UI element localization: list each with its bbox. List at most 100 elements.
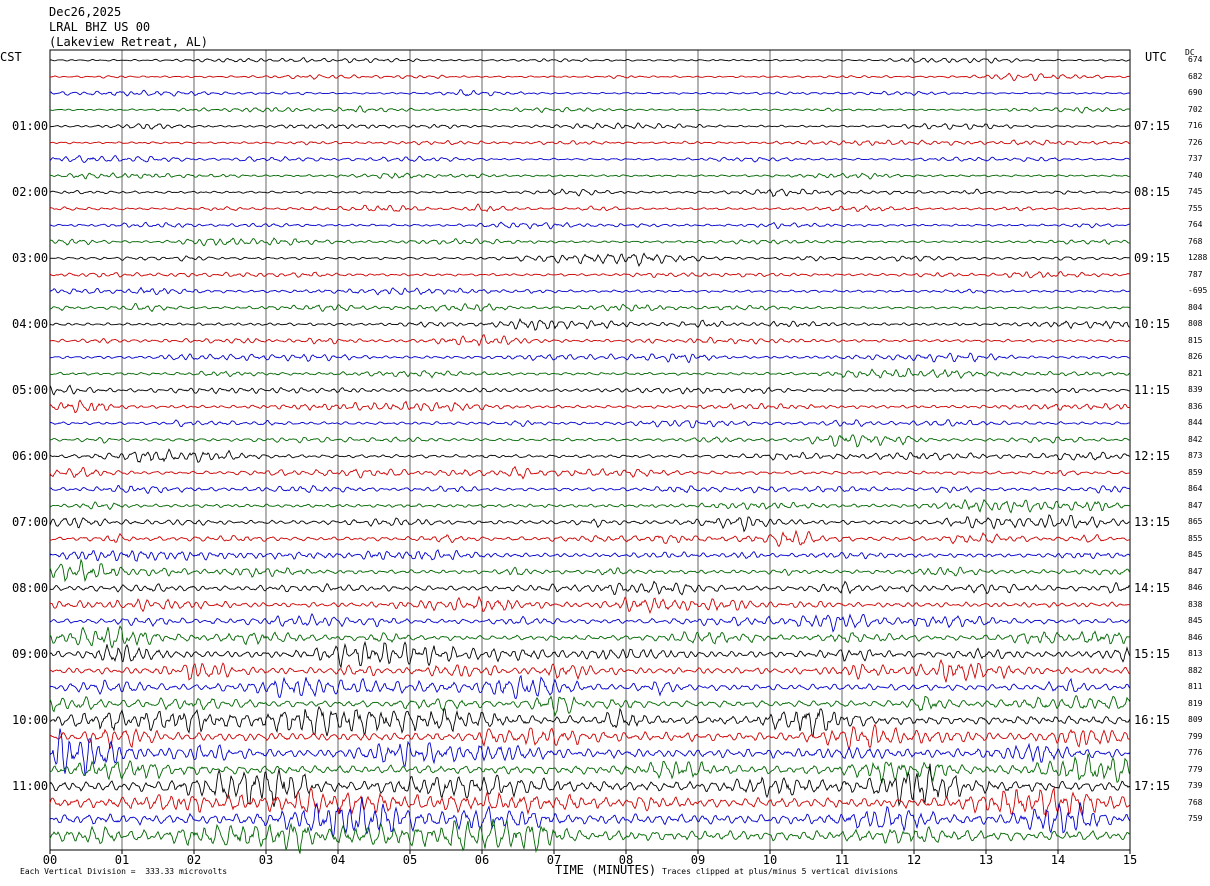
x-tick-label: 10: [763, 853, 777, 867]
x-tick-label: 14: [1051, 853, 1065, 867]
trace-line: [49, 154, 1131, 164]
x-tick-label: 13: [979, 853, 993, 867]
trace-line: [49, 221, 1131, 230]
trace-line: [49, 580, 1131, 596]
x-tick-label: 11: [835, 853, 849, 867]
trace-line: [49, 658, 1131, 683]
trace-line: [49, 558, 1131, 583]
trace-line: [49, 57, 1131, 64]
dc-offset-label: 716: [1188, 121, 1203, 131]
cst-hour-label: 08:00: [12, 581, 49, 596]
trace-line: [49, 271, 1131, 279]
dc-offset-label: 819: [1188, 698, 1203, 708]
cst-hour-label: 04:00: [12, 317, 49, 332]
x-tick-label: 15: [1123, 853, 1137, 867]
dc-offset-label: -695: [1188, 286, 1208, 296]
dc-offset-label: 813: [1188, 649, 1203, 659]
dc-offset-label: 809: [1188, 715, 1203, 725]
dc-offset-label: 865: [1188, 517, 1203, 527]
dc-offset-label: 755: [1188, 203, 1203, 213]
cst-hour-label: 02:00: [12, 185, 49, 200]
trace-line: [49, 674, 1131, 700]
dc-offset-label: 787: [1188, 269, 1203, 279]
dc-offset-label: 768: [1188, 797, 1203, 807]
dc-offset-label: 844: [1188, 418, 1203, 428]
x-tick-label: 02: [187, 853, 201, 867]
dc-offset-label: 799: [1188, 731, 1203, 741]
x-tick-label: 03: [259, 853, 273, 867]
x-tick-label: 08: [619, 853, 633, 867]
dc-offset-label: 768: [1188, 236, 1203, 246]
dc-offset-label: 847: [1188, 500, 1203, 510]
trace-line: [49, 465, 1131, 480]
cst-hour-label: 01:00: [12, 119, 49, 134]
trace-line: [49, 695, 1131, 718]
utc-hour-label: 16:15: [1134, 713, 1171, 728]
trace-line: [49, 419, 1131, 429]
cst-hour-label: 06:00: [12, 449, 49, 464]
x-tick-label: 07: [547, 853, 561, 867]
trace-line: [49, 484, 1131, 495]
trace-line: [49, 448, 1131, 463]
cst-hour-label: 11:00: [12, 779, 49, 794]
trace-line: [49, 818, 1131, 854]
trace-line: [49, 302, 1131, 313]
x-tick-label: 12: [907, 853, 921, 867]
header-station: LRAL BHZ US 00: [49, 20, 151, 34]
trace-line: [49, 368, 1131, 379]
dc-offset-label: 873: [1188, 451, 1203, 461]
dc-offset-label: 808: [1188, 319, 1203, 329]
dc-offset-label: 737: [1188, 154, 1203, 164]
utc-hour-label: 14:15: [1134, 581, 1171, 596]
trace-line: [49, 763, 1131, 807]
dc-offset-label: 864: [1188, 484, 1203, 494]
dc-offset-label: 682: [1188, 71, 1203, 81]
trace-line: [49, 595, 1131, 615]
trace-line: [49, 237, 1131, 247]
trace-line: [49, 203, 1131, 213]
x-tick-label: 04: [331, 853, 345, 867]
dc-offset-label: 882: [1188, 665, 1203, 675]
x-tick-label: 06: [475, 853, 489, 867]
x-axis-title: TIME (MINUTES): [555, 863, 657, 877]
trace-line: [49, 333, 1131, 347]
plot-frame: [49, 49, 1131, 851]
dc-offset-label: 839: [1188, 385, 1203, 395]
trace-line: [49, 514, 1131, 533]
dc-offset-label: 674: [1188, 55, 1203, 65]
x-tick-label: 05: [403, 853, 417, 867]
dc-offset-label: 826: [1188, 352, 1203, 362]
x-tick-label: 01: [115, 853, 129, 867]
cst-hour-label: 07:00: [12, 515, 49, 530]
trace-line: [49, 723, 1131, 751]
left-axis-title: CST: [0, 50, 22, 64]
trace-line: [49, 252, 1131, 268]
dc-offset-label: 779: [1188, 764, 1203, 774]
dc-offset-label: 847: [1188, 566, 1203, 576]
cst-hour-label: 03:00: [12, 251, 49, 266]
dc-offset-label: 838: [1188, 599, 1203, 609]
clip-note: Traces clipped at plus/minus 5 vertical …: [662, 867, 899, 876]
utc-hour-label: 08:15: [1134, 185, 1171, 200]
dc-offset-label: 855: [1188, 533, 1203, 543]
dc-offset-label: 846: [1188, 632, 1203, 642]
trace-line: [49, 188, 1131, 198]
trace-line: [49, 705, 1131, 738]
trace-line: [49, 498, 1131, 514]
cst-hour-label: 10:00: [12, 713, 49, 728]
dc-offset-label: 804: [1188, 302, 1203, 312]
dc-offset-label: 815: [1188, 335, 1203, 345]
dc-offset-label: 846: [1188, 583, 1203, 593]
right-axis-title: UTC: [1145, 50, 1167, 64]
trace-line: [49, 139, 1131, 146]
vertical-division-note: Each Vertical Division = 333.33 microvol…: [20, 867, 228, 876]
cst-hour-label: 05:00: [12, 383, 49, 398]
trace-line: [49, 399, 1131, 414]
dc-offset-label: 1288: [1188, 253, 1208, 263]
dc-offset-label: 842: [1188, 434, 1203, 444]
trace-line: [49, 549, 1131, 562]
trace-line: [49, 172, 1131, 180]
utc-hour-label: 09:15: [1134, 251, 1171, 266]
utc-hour-label: 15:15: [1134, 647, 1171, 662]
